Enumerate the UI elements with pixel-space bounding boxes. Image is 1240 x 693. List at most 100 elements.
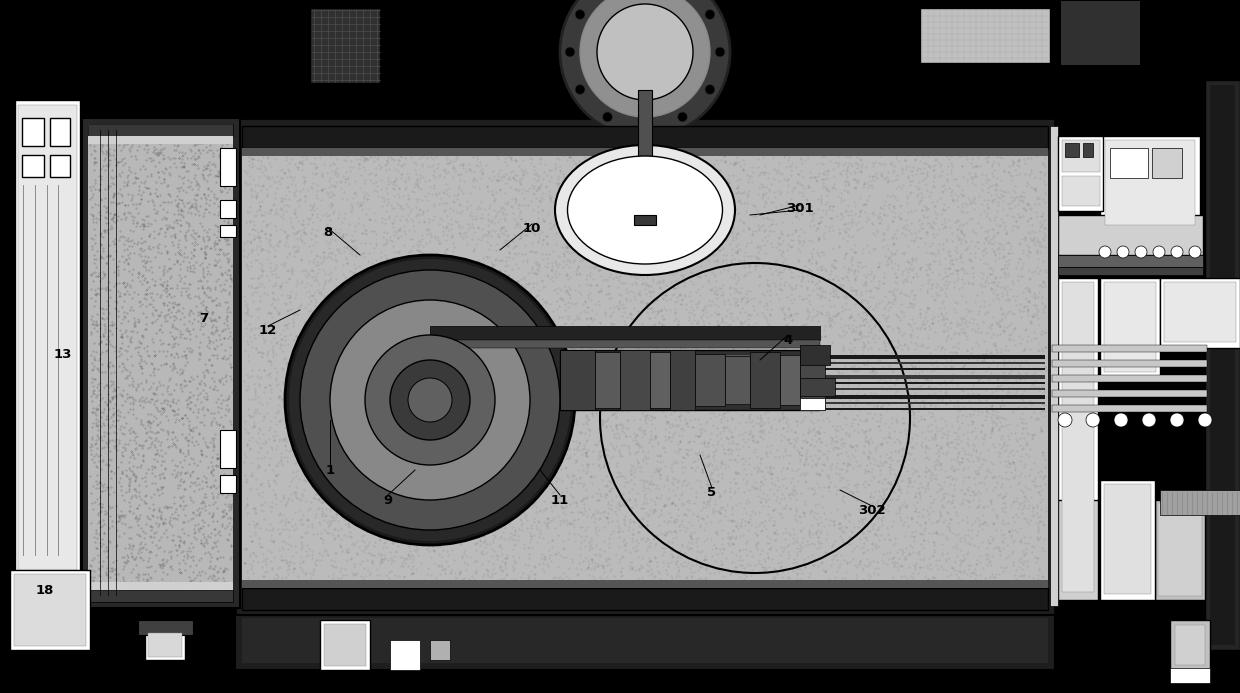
Point: [99, 361, 119, 372]
Point: [913, 150, 932, 161]
Point: [438, 225, 458, 236]
Point: [991, 433, 1011, 444]
Point: [892, 499, 911, 510]
Point: [999, 386, 1019, 397]
Point: [918, 477, 937, 488]
Point: [273, 514, 293, 525]
Point: [466, 353, 486, 365]
Point: [429, 560, 449, 571]
Point: [1016, 480, 1035, 491]
Point: [420, 581, 440, 593]
Point: [702, 309, 722, 320]
Point: [548, 134, 568, 146]
Point: [265, 263, 285, 274]
Point: [727, 283, 746, 295]
Point: [243, 547, 263, 558]
Point: [491, 401, 511, 412]
Point: [108, 568, 128, 579]
Point: [671, 166, 691, 177]
Point: [286, 493, 306, 504]
Point: [880, 397, 900, 408]
Point: [637, 475, 657, 486]
Point: [693, 449, 713, 460]
Point: [774, 527, 794, 538]
Point: [257, 553, 277, 564]
Point: [624, 478, 644, 489]
Point: [1028, 525, 1048, 536]
Point: [516, 472, 536, 483]
Point: [485, 398, 505, 410]
Point: [857, 297, 877, 308]
Point: [492, 580, 512, 591]
Point: [130, 220, 150, 231]
Point: [687, 448, 707, 459]
Point: [494, 368, 513, 379]
Point: [310, 368, 330, 379]
Point: [367, 388, 387, 399]
Point: [112, 250, 131, 261]
Point: [525, 228, 544, 239]
Point: [580, 288, 600, 299]
Point: [666, 599, 686, 611]
Point: [305, 558, 325, 569]
Point: [1002, 582, 1022, 593]
Point: [991, 597, 1011, 608]
Point: [129, 236, 149, 247]
Point: [744, 251, 764, 262]
Point: [135, 475, 155, 486]
Point: [334, 229, 353, 240]
Point: [775, 309, 795, 320]
Point: [737, 577, 756, 588]
Point: [517, 441, 537, 453]
Point: [1023, 146, 1043, 157]
Point: [157, 197, 177, 208]
Point: [745, 261, 765, 272]
Point: [567, 215, 587, 226]
Point: [212, 202, 232, 213]
Point: [981, 130, 1001, 141]
Point: [991, 421, 1011, 432]
Point: [789, 244, 808, 255]
Point: [838, 124, 858, 135]
Point: [175, 516, 195, 527]
Point: [435, 246, 455, 257]
Point: [239, 597, 259, 608]
Point: [924, 389, 944, 400]
Point: [119, 538, 139, 549]
Point: [449, 434, 469, 445]
Point: [599, 553, 619, 564]
Point: [99, 459, 119, 471]
Point: [713, 206, 733, 217]
Point: [175, 332, 195, 343]
Point: [939, 471, 959, 482]
Point: [126, 342, 146, 353]
Point: [159, 441, 179, 452]
Point: [920, 191, 940, 202]
Point: [284, 563, 304, 574]
Point: [684, 498, 704, 509]
Point: [650, 483, 670, 494]
Point: [123, 198, 143, 209]
Point: [828, 424, 848, 435]
Point: [839, 459, 859, 470]
Point: [1009, 439, 1029, 450]
Point: [538, 552, 558, 563]
Point: [802, 482, 822, 493]
Point: [422, 384, 441, 395]
Point: [258, 545, 278, 556]
Point: [440, 155, 460, 166]
Point: [410, 340, 430, 351]
Point: [560, 144, 580, 155]
Point: [735, 427, 755, 438]
Point: [951, 319, 971, 330]
Point: [1009, 168, 1029, 179]
Point: [148, 484, 167, 495]
Point: [802, 390, 822, 401]
Point: [498, 304, 518, 315]
Point: [898, 173, 918, 184]
Point: [246, 390, 265, 401]
Point: [135, 568, 155, 579]
Point: [954, 191, 973, 202]
Point: [156, 501, 176, 512]
Point: [981, 498, 1001, 509]
